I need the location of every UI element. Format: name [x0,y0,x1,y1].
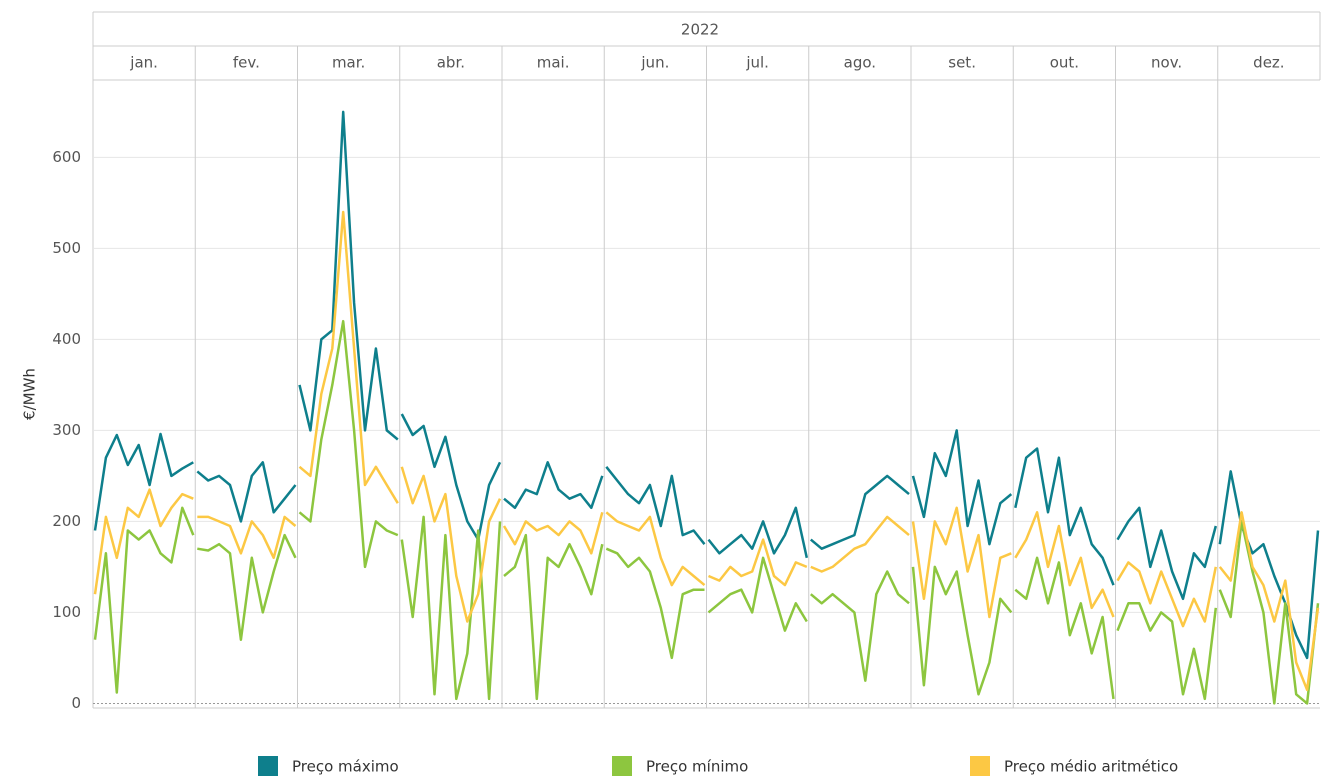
series-line [605,547,705,660]
series-line [1218,511,1320,692]
series-line [1014,556,1115,700]
month-label: jul. [745,54,769,72]
series-line [400,413,502,541]
series-line [707,556,808,632]
year-label: 2022 [681,21,719,39]
y-tick-label: 600 [52,148,81,166]
legend-label: Preço médio aritmético [1004,758,1178,776]
series-line [298,319,399,569]
series-line [1116,506,1218,601]
series-line [911,506,1012,619]
month-label: jan. [129,54,158,72]
series-line [809,474,910,550]
month-label: dez. [1253,54,1284,72]
series-line [196,461,297,523]
series-line [93,488,194,595]
month-label: out. [1050,54,1079,72]
series-line [809,570,910,682]
series-line [1014,447,1115,586]
series-line [810,515,910,573]
legend-swatch [612,756,632,776]
month-label: abr. [437,54,465,72]
y-tick-label: 500 [52,239,81,257]
series-line [605,511,706,587]
month-label: mai. [537,54,570,72]
y-tick-label: 300 [52,421,81,439]
series-line [502,511,604,555]
month-label: mar. [332,54,365,72]
series-line [298,210,399,504]
series-line [93,506,195,694]
series-line [503,461,604,510]
series-line [1218,520,1320,705]
series-line [911,429,1013,546]
series-line [1116,602,1218,701]
series-line [708,538,808,587]
series-line [605,466,706,545]
series-line [197,533,297,641]
y-tick-label: 400 [52,330,81,348]
month-label: fev. [233,54,260,72]
y-tick-label: 100 [52,603,81,621]
series-line [298,110,399,441]
month-label: ago. [844,54,876,72]
series-line [503,533,604,701]
y-tick-label: 200 [52,512,81,530]
series-line [1218,470,1320,660]
y-axis-label: €/MWh [21,368,39,420]
series-line [400,515,502,701]
series-line [911,565,1013,696]
legend-swatch [258,756,278,776]
month-label: set. [948,54,976,72]
series-line [1116,561,1218,628]
series-line [197,515,297,560]
legend-swatch [970,756,990,776]
legend-label: Preço máximo [292,758,399,776]
month-label: nov. [1151,54,1182,72]
month-label: jun. [640,54,669,72]
y-tick-label: 0 [71,694,81,712]
series-line [1014,511,1115,618]
series-line [707,506,809,559]
series-line [93,432,194,531]
legend-label: Preço mínimo [646,758,748,776]
series-line [400,466,502,623]
